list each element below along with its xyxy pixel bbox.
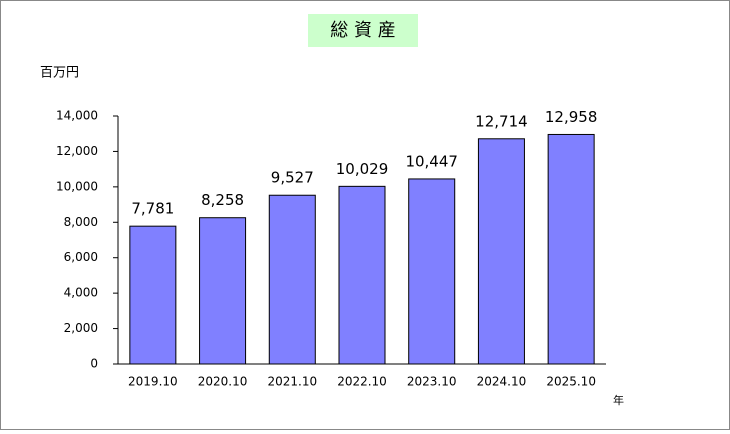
y-tick-label: 0: [90, 357, 98, 371]
bar: [129, 225, 177, 365]
x-tick-label: 2025.10: [546, 375, 596, 389]
value-label: 12,714: [475, 112, 528, 130]
value-label: 12,958: [545, 108, 598, 126]
x-tick-label: 2024.10: [477, 375, 527, 389]
x-tick-label: 2022.10: [337, 375, 387, 389]
y-tick-label: 6,000: [64, 250, 98, 264]
bar: [268, 194, 316, 365]
y-unit: 百万円: [40, 66, 79, 81]
y-tick-label: 4,000: [64, 286, 98, 300]
x-tick-label: 2023.10: [407, 375, 457, 389]
y-tick-label: 14,000: [56, 109, 98, 123]
bar: [199, 217, 247, 365]
y-tick-label: 8,000: [64, 215, 98, 229]
bar: [338, 185, 386, 365]
y-tick-label: 2,000: [64, 321, 98, 335]
value-label: 9,527: [271, 169, 314, 187]
value-label: 10,029: [336, 160, 389, 178]
value-label: 10,447: [405, 152, 458, 170]
x-tick-label: 2021.10: [267, 375, 317, 389]
bar: [477, 138, 525, 365]
value-label: 8,258: [201, 191, 244, 209]
chart-title: 総 資 産: [330, 20, 395, 41]
bar: [408, 178, 456, 365]
y-tick-label: 10,000: [56, 179, 98, 193]
x-unit: 年: [613, 393, 624, 407]
value-label: 7,781: [131, 200, 174, 218]
bar: [547, 133, 595, 365]
x-tick-label: 2019.10: [128, 375, 178, 389]
y-tick-label: 12,000: [56, 144, 98, 158]
title-box: [308, 14, 418, 47]
x-tick-label: 2020.10: [198, 375, 248, 389]
